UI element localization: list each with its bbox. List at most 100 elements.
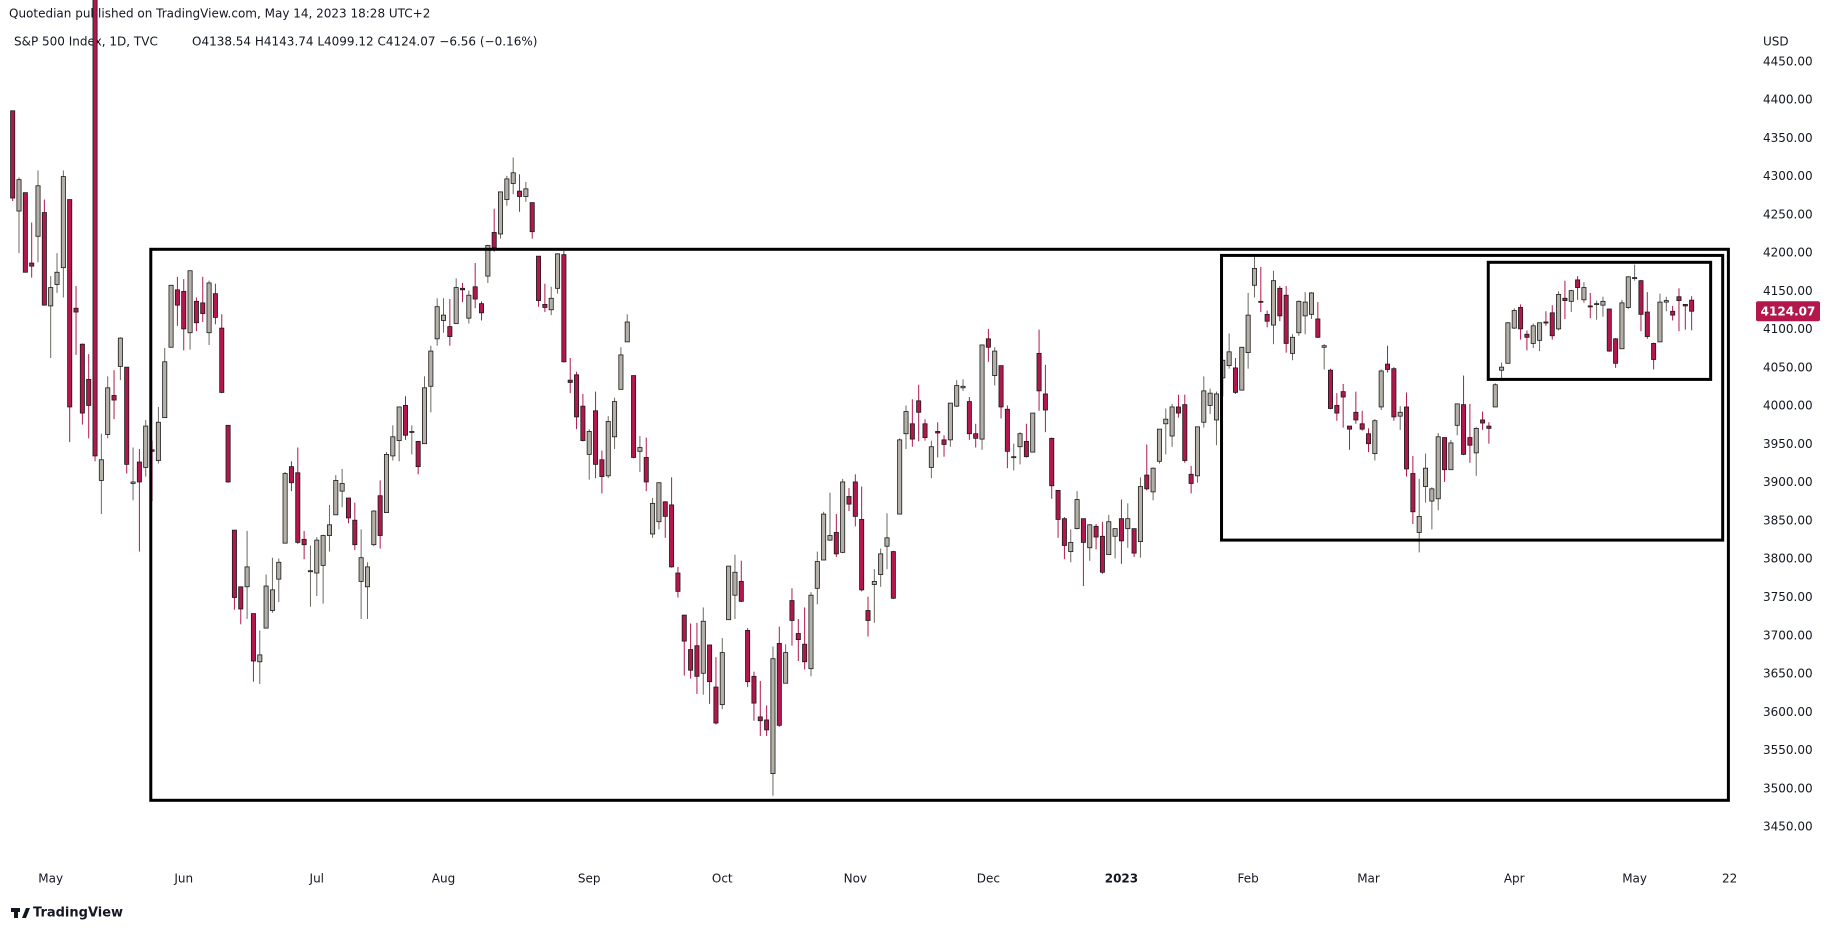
candle-body [1359,423,1365,430]
candle-body [751,675,757,704]
candle-body [1004,408,1010,452]
candle-body [22,192,28,273]
candle-body [1270,280,1276,326]
y-tick-label: 3850.00 [1763,513,1813,527]
candle-body [1074,499,1080,530]
candle-body [593,410,599,465]
candle-body [656,482,662,523]
candle-body [1023,440,1029,458]
x-tick-label: Sep [578,872,601,886]
candle-body [1036,352,1042,392]
candle-body [1600,300,1606,306]
candle-body [1309,292,1314,315]
candle-body [86,378,92,406]
candle-body [1347,425,1353,430]
candle-body [966,401,972,435]
candle-body [434,306,440,340]
candle-body [1423,467,1429,487]
candle-body [1638,280,1644,315]
annotation-box [1220,253,1725,542]
candle-body [1625,276,1631,308]
candle-body [1537,322,1543,341]
candle-body [865,610,871,621]
candle-body [1011,456,1017,459]
candle-body [29,262,35,267]
candle-body [555,253,561,289]
x-tick-label: Jun [173,872,193,886]
candle-body [1353,411,1359,421]
candle-body [973,433,979,439]
candle-body [757,716,763,722]
candle-body [54,271,60,285]
candle-body [574,374,580,418]
last-price-box [1756,301,1820,322]
y-tick-label: 4450.00 [1763,54,1813,68]
candle-body [377,495,383,536]
candle-body [320,535,326,566]
candle-body [1543,321,1549,324]
candle-body [599,459,605,477]
candle-body [1562,297,1568,301]
candle-body [808,594,814,670]
candle-body [669,504,675,568]
candle-body [155,421,161,461]
candle-body [694,645,700,677]
candle-body [985,338,991,348]
x-tick-label: Jul [309,872,324,886]
candle-body [1530,325,1536,344]
candle-body [827,535,833,541]
candle-body [1321,345,1327,348]
candle-body [1404,406,1410,470]
candle-body [168,284,174,348]
candle-body [257,654,263,663]
candle-body [276,561,282,580]
candle-body [1410,473,1416,513]
candle-body [1264,313,1270,322]
candle-body [92,0,98,457]
candle-body [181,290,187,330]
candle-body [1480,419,1486,424]
candle-body [814,561,820,589]
candle-body [1245,314,1251,354]
candle-body [548,297,554,311]
candle-body [1226,351,1232,367]
candle-body [479,303,485,314]
y-tick-label: 3800.00 [1763,552,1813,566]
candle-body [1492,384,1498,408]
candle-body [1328,369,1333,409]
candle-body [326,524,332,536]
footer-logo [11,908,30,918]
candle-body [1663,300,1669,303]
candle-body [244,566,250,588]
candle-body [802,643,808,663]
candle-body [567,379,573,383]
footer-brand: TradingView [33,906,123,921]
candle-body [941,439,947,445]
candle-body [738,581,744,602]
candle-body [1619,302,1625,350]
candle-body [422,387,427,445]
candle-body [719,652,725,706]
candle-body [1689,299,1695,312]
candle-body [1055,489,1061,520]
candle-body [428,350,434,387]
y-tick-label: 3500.00 [1763,781,1813,795]
x-tick-label: May [1622,872,1647,886]
candle-body [897,439,903,515]
candle-body [1258,300,1264,303]
candle-body [1087,524,1093,549]
candle-body [98,459,104,481]
candle-body [1416,515,1422,533]
candle-body [333,480,339,516]
candle-body [1644,311,1650,337]
candle-body [878,553,884,575]
candle-body [307,570,313,573]
candle-body [1581,287,1587,301]
candle-body [783,652,789,684]
annotation-box [149,247,1730,802]
candle-body [909,423,915,440]
candle-body [200,302,206,314]
candle-body [1112,528,1118,537]
